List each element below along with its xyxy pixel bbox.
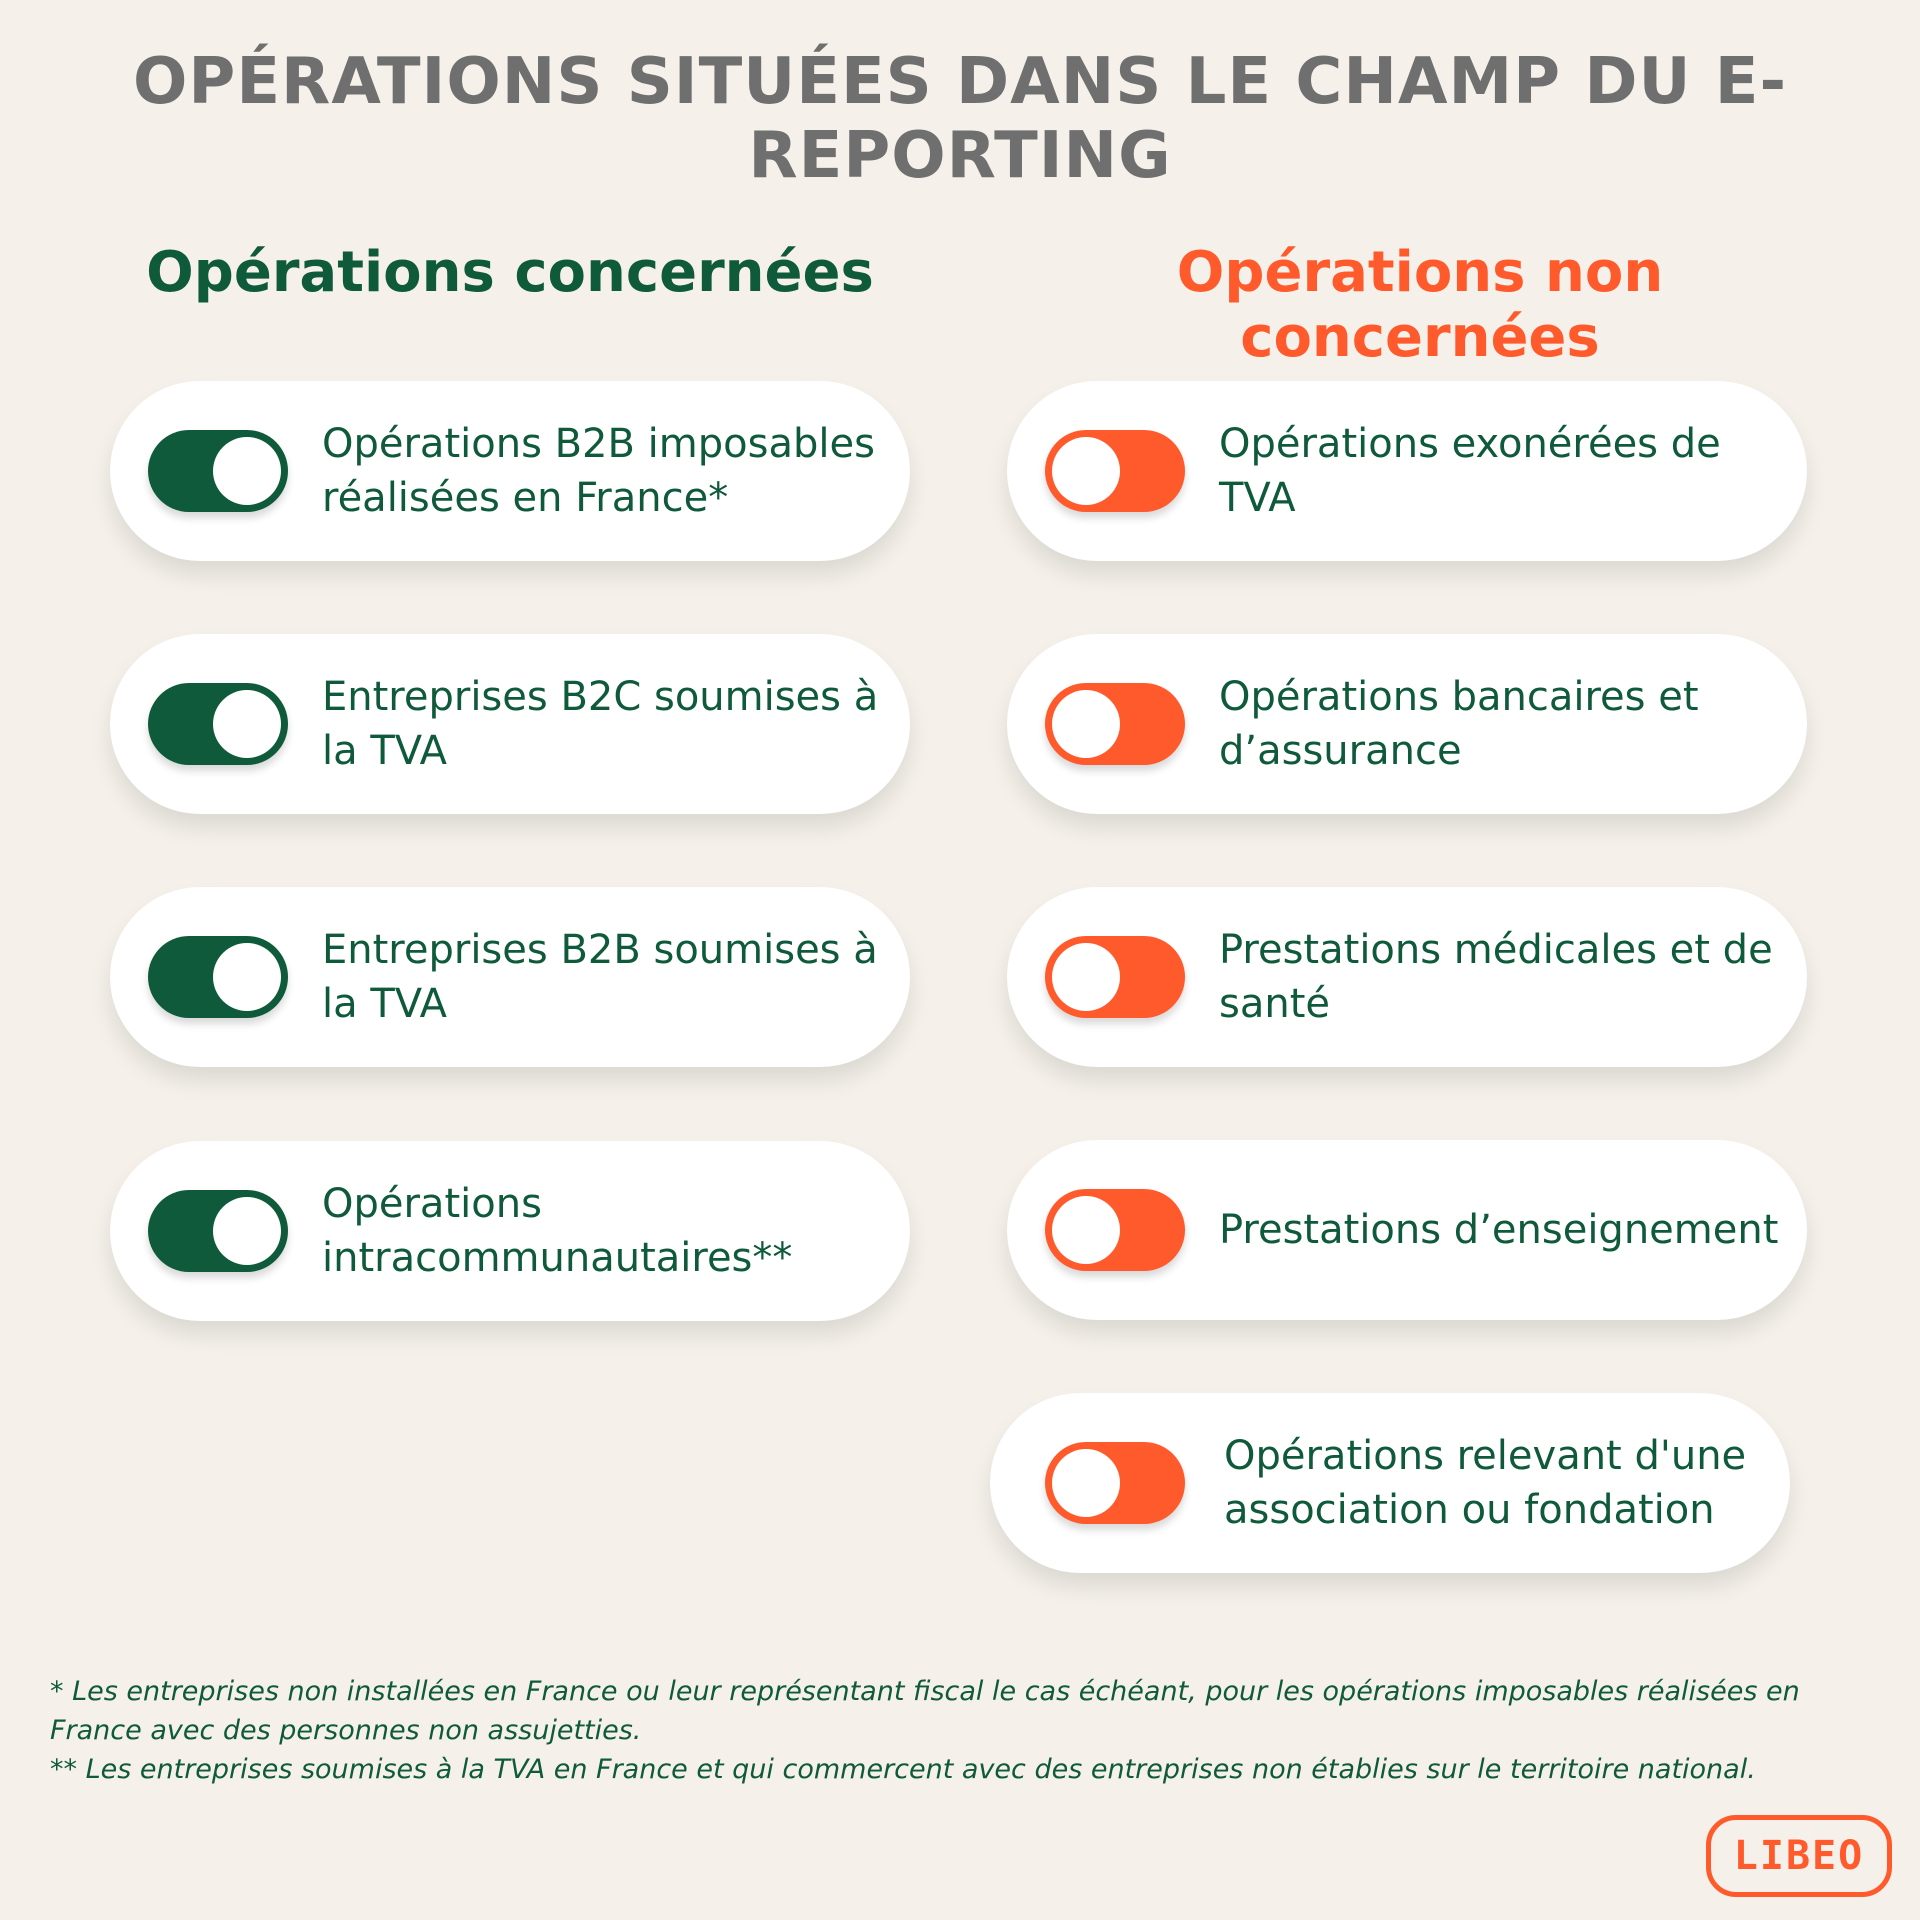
not-concerned-item-label: Opérations relevant d'une association ou…: [1224, 1433, 1747, 1533]
page-title: OPÉRATIONS SITUÉES DANS LE CHAMP DU E-RE…: [133, 45, 1787, 193]
not-concerned-item-label: Opérations bancaires et d’assurance: [1219, 674, 1699, 774]
not-concerned-item-label: Prestations d’enseignement: [1219, 1207, 1779, 1253]
footnotes: * Les entreprises non installées en Fran…: [50, 1672, 1830, 1789]
toggle-knob: [213, 943, 281, 1011]
toggle-knob: [213, 1197, 281, 1265]
concerned-item: Opérations B2B imposables réalisées en F…: [110, 381, 910, 561]
not-concerned-item: Opérations bancaires et d’assurance: [1007, 634, 1807, 814]
toggle-knob: [1052, 690, 1120, 758]
concerned-item-label: Entreprises B2C soumises à la TVA: [322, 674, 879, 774]
not-concerned-item: Opérations exonérées de TVA: [1007, 381, 1807, 561]
footnote-2: ** Les entreprises soumises à la TVA en …: [50, 1754, 1756, 1785]
footnote-1: * Les entreprises non installées en Fran…: [50, 1676, 1800, 1746]
toggle-switch-off[interactable]: [1045, 1442, 1185, 1524]
toggle-knob: [213, 437, 281, 505]
not-concerned-item: Prestations médicales et de santé: [1007, 887, 1807, 1067]
not-concerned-item: Opérations relevant d'une association ou…: [990, 1393, 1790, 1573]
toggle-knob: [1052, 437, 1120, 505]
concerned-item: Entreprises B2B soumises à la TVA: [110, 887, 910, 1067]
libeo-logo: LIBEO: [1706, 1815, 1892, 1897]
concerned-item-label: Opérations B2B imposables réalisées en F…: [322, 421, 875, 521]
toggle-switch-on[interactable]: [148, 936, 288, 1018]
toggle-knob: [213, 690, 281, 758]
toggle-switch-on[interactable]: [148, 683, 288, 765]
concerned-heading: Opérations concernées: [146, 240, 874, 305]
toggle-switch-on[interactable]: [148, 1190, 288, 1272]
toggle-knob: [1052, 1196, 1120, 1264]
toggle-switch-off[interactable]: [1045, 936, 1185, 1018]
concerned-item-label: Entreprises B2B soumises à la TVA: [322, 927, 878, 1027]
toggle-switch-off[interactable]: [1045, 683, 1185, 765]
not-concerned-heading: Opérations non concernées: [1176, 240, 1664, 370]
toggle-knob: [1052, 1449, 1120, 1517]
concerned-item: Opérations intracommunautaires**: [110, 1141, 910, 1321]
toggle-switch-off[interactable]: [1045, 1189, 1185, 1271]
not-concerned-item-label: Opérations exonérées de TVA: [1219, 421, 1721, 521]
concerned-item: Entreprises B2C soumises à la TVA: [110, 634, 910, 814]
toggle-switch-off[interactable]: [1045, 430, 1185, 512]
concerned-item-label: Opérations intracommunautaires**: [322, 1181, 793, 1281]
toggle-switch-on[interactable]: [148, 430, 288, 512]
not-concerned-item: Prestations d’enseignement: [1007, 1140, 1807, 1320]
toggle-knob: [1052, 943, 1120, 1011]
not-concerned-item-label: Prestations médicales et de santé: [1219, 927, 1773, 1027]
